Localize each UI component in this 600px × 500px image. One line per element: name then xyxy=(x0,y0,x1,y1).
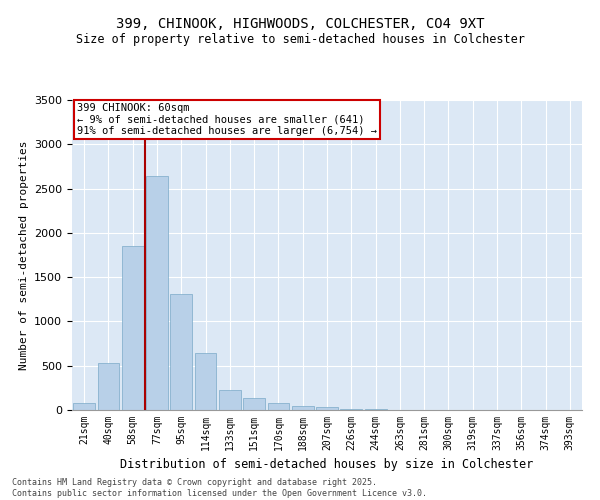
Y-axis label: Number of semi-detached properties: Number of semi-detached properties xyxy=(19,140,29,370)
Bar xyxy=(97,363,119,410)
Bar xyxy=(340,408,362,410)
Text: Size of property relative to semi-detached houses in Colchester: Size of property relative to semi-detach… xyxy=(76,32,524,46)
Bar xyxy=(146,176,168,410)
Bar xyxy=(219,390,241,410)
Text: 399 CHINOOK: 60sqm
← 9% of semi-detached houses are smaller (641)
91% of semi-de: 399 CHINOOK: 60sqm ← 9% of semi-detached… xyxy=(77,103,377,136)
Bar xyxy=(170,294,192,410)
Bar xyxy=(194,354,217,410)
Bar xyxy=(268,403,289,410)
X-axis label: Distribution of semi-detached houses by size in Colchester: Distribution of semi-detached houses by … xyxy=(121,458,533,471)
Bar xyxy=(122,246,143,410)
Bar xyxy=(243,398,265,410)
Bar xyxy=(316,408,338,410)
Bar xyxy=(73,404,95,410)
Text: 399, CHINOOK, HIGHWOODS, COLCHESTER, CO4 9XT: 399, CHINOOK, HIGHWOODS, COLCHESTER, CO4… xyxy=(116,18,484,32)
Bar xyxy=(292,406,314,410)
Text: Contains HM Land Registry data © Crown copyright and database right 2025.
Contai: Contains HM Land Registry data © Crown c… xyxy=(12,478,427,498)
